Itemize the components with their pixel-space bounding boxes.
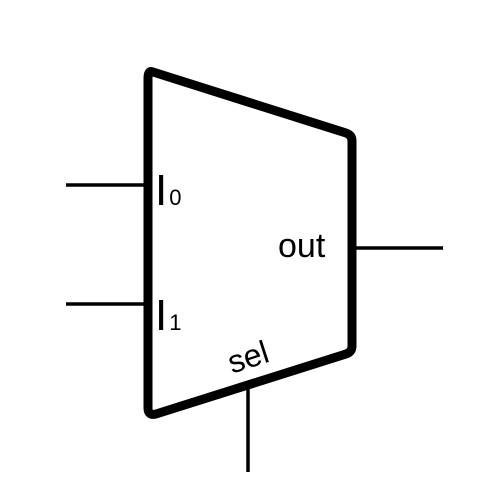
select-label: sel [223,334,273,381]
input-0-subscript: 0 [169,185,181,210]
output-label: out [278,227,326,265]
input-1-name: I [155,291,167,340]
input-0-name: I [155,166,167,215]
mux-body [143,67,357,419]
input-1-subscript: 1 [169,310,181,335]
input-label-1: I1 [155,291,181,340]
input-label-0: I0 [155,166,181,215]
